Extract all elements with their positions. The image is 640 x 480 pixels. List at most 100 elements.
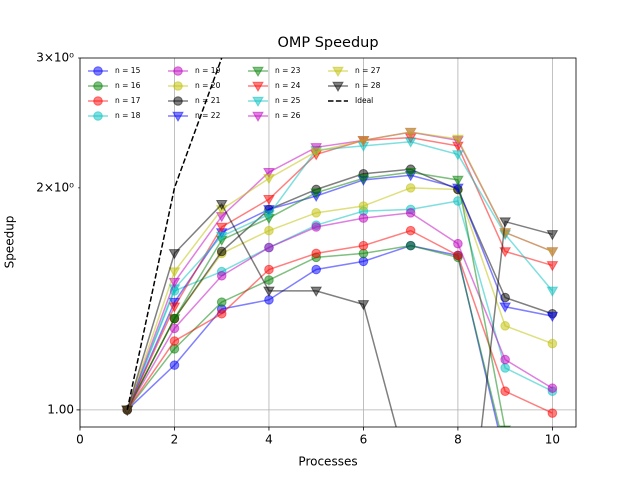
marker <box>405 225 416 236</box>
marker <box>404 127 417 139</box>
marker <box>358 201 369 211</box>
marker <box>500 363 510 373</box>
marker <box>216 270 227 281</box>
marker <box>252 81 264 93</box>
marker <box>169 360 180 370</box>
marker <box>332 66 344 78</box>
marker <box>168 302 181 313</box>
marker <box>311 222 321 232</box>
series-line <box>126 171 506 427</box>
chart-title: OMP Speedup <box>277 35 378 51</box>
legend-label: n = 19 <box>195 66 221 75</box>
y-tick-label: 2×10⁰ <box>36 180 74 194</box>
x-tick-label: 2 <box>171 433 179 447</box>
marker <box>546 311 559 323</box>
marker <box>215 222 228 234</box>
marker <box>173 66 183 76</box>
marker <box>216 246 227 257</box>
axes-frame <box>79 57 577 428</box>
marker <box>252 111 264 123</box>
marker <box>358 256 369 267</box>
y-tick-label: 1.00 <box>47 402 74 416</box>
marker <box>332 81 344 93</box>
series-line <box>126 200 553 411</box>
marker <box>547 338 558 349</box>
marker <box>216 308 227 319</box>
x-tick-label: 6 <box>360 433 368 447</box>
marker <box>546 286 559 297</box>
marker <box>264 264 274 275</box>
legend-label: n = 24 <box>275 81 301 90</box>
marker <box>546 230 559 241</box>
marker <box>357 136 370 147</box>
marker <box>263 195 275 206</box>
legend: n = 15 n = 16 n = 17 n = 18 n = 19 n = 20 n = … <box>88 66 381 123</box>
marker <box>546 247 559 258</box>
marker <box>216 297 227 307</box>
marker <box>169 336 180 346</box>
y-tick-label: 3×10⁰ <box>36 51 74 65</box>
marker <box>310 147 323 158</box>
marker <box>452 134 464 145</box>
marker <box>168 249 181 260</box>
marker <box>252 96 264 108</box>
legend-label: n = 17 <box>115 96 141 105</box>
plot-area <box>121 58 559 427</box>
series-line <box>126 244 501 427</box>
x-tick-label: 4 <box>265 433 273 447</box>
x-tick-label: 8 <box>454 433 462 447</box>
marker <box>311 248 321 259</box>
marker <box>405 183 416 193</box>
marker <box>452 175 464 186</box>
series-line <box>126 58 223 411</box>
marker <box>263 167 275 179</box>
marker <box>500 354 510 365</box>
marker <box>499 228 512 239</box>
series-line <box>126 229 553 414</box>
legend-label: n = 20 <box>195 81 221 90</box>
marker <box>311 264 321 275</box>
marker <box>358 240 369 251</box>
marker <box>168 314 181 325</box>
legend-label: n = 27 <box>355 66 381 75</box>
marker <box>215 231 228 243</box>
marker <box>499 217 512 228</box>
marker <box>500 386 510 397</box>
legend-label: n = 26 <box>275 111 301 120</box>
x-axis-label: Processes <box>298 455 357 469</box>
legend-label: n = 25 <box>275 96 301 105</box>
marker <box>93 96 103 106</box>
marker <box>500 321 510 331</box>
legend-label: n = 23 <box>275 66 301 75</box>
marker <box>93 111 103 121</box>
marker <box>263 210 275 221</box>
marker <box>173 81 183 91</box>
x-tick-label: 0 <box>76 433 84 447</box>
series-line <box>126 140 553 411</box>
marker <box>263 174 275 185</box>
legend-label: n = 18 <box>115 111 141 120</box>
marker <box>264 225 274 236</box>
series-line <box>126 131 553 411</box>
marker <box>168 267 181 278</box>
marker <box>405 240 416 251</box>
marker <box>357 174 370 185</box>
marker <box>215 200 228 211</box>
marker <box>121 405 134 416</box>
legend-label: n = 16 <box>115 81 141 90</box>
marker <box>546 261 559 272</box>
marker <box>452 150 464 161</box>
y-axis-label: Speedup <box>3 216 17 269</box>
marker <box>499 302 512 313</box>
marker <box>547 383 558 394</box>
marker <box>264 242 274 253</box>
legend-label: Ideal <box>355 96 373 105</box>
legend-label: n = 21 <box>195 96 221 105</box>
marker <box>310 286 323 297</box>
series-line <box>126 168 553 411</box>
marker <box>357 300 370 311</box>
marker <box>547 408 558 418</box>
marker <box>311 208 321 218</box>
